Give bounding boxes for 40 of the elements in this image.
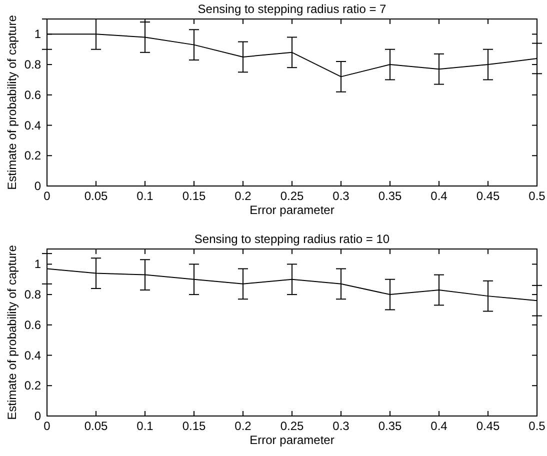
x-tick-label: 0.4	[430, 419, 448, 433]
x-tick-label: 0.4	[430, 189, 448, 203]
x-tick-label: 0.2	[234, 189, 252, 203]
x-tick-label: 0.35	[378, 419, 402, 433]
y-tick-label: 0.4	[24, 118, 42, 132]
y-axis-title: Estimate of probability of capture	[5, 14, 19, 190]
x-tick-label: 0.05	[84, 189, 108, 203]
y-tick-label: 1	[34, 27, 42, 42]
y-tick-label: 0	[34, 409, 42, 423]
y-tick-label: 0.2	[24, 378, 42, 393]
x-tick-label: 0.35	[378, 189, 402, 203]
x-tick-label: 0.15	[182, 419, 206, 433]
x-tick-label: 0.05	[84, 419, 108, 433]
x-tick-label: 0.5	[528, 419, 546, 433]
x-tick-label: 0.45	[476, 419, 500, 433]
x-tick-label: 0.2	[234, 419, 252, 433]
x-tick-label: 0	[44, 419, 51, 433]
y-tick-label: 1	[34, 257, 42, 272]
chart-title: Sensing to stepping radius ratio = 7	[198, 2, 387, 16]
x-axis-title: Error parameter	[250, 433, 334, 447]
x-tick-label: 0.1	[136, 419, 154, 433]
y-tick-label: 0.4	[24, 348, 42, 362]
x-tick-label: 0.1	[136, 189, 154, 203]
y-tick-label: 0.8	[24, 58, 42, 72]
y-tick-label: 0.2	[24, 148, 42, 163]
x-tick-label: 0.3	[332, 189, 350, 203]
y-tick-label: 0	[34, 179, 42, 193]
y-tick-label: 0.6	[24, 88, 42, 102]
x-tick-label: 0.5	[528, 189, 546, 203]
x-tick-label: 0.15	[182, 189, 206, 203]
y-tick-label: 0.8	[24, 288, 42, 302]
chart-title: Sensing to stepping radius ratio = 10	[194, 232, 390, 246]
x-tick-label: 0	[44, 189, 51, 203]
x-tick-label: 0.3	[332, 419, 350, 433]
x-tick-label: 0.25	[280, 189, 304, 203]
x-axis-title: Error parameter	[250, 203, 334, 217]
y-tick-label: 0.6	[24, 318, 42, 332]
x-tick-label: 0.25	[280, 419, 304, 433]
y-axis-title: Estimate of probability of capture	[5, 244, 19, 420]
x-tick-label: 0.45	[476, 189, 500, 203]
